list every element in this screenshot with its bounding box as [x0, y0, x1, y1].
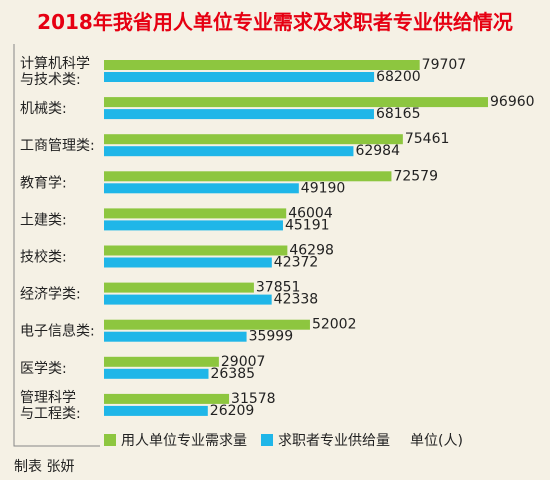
bar-demand: [104, 208, 287, 219]
value-label: 26209: [210, 403, 255, 419]
value-label: 37851: [256, 280, 301, 296]
bar-demand: [104, 245, 288, 256]
value-label: 52002: [312, 317, 357, 333]
bar-supply: [104, 368, 209, 379]
unit-label: 单位(人): [410, 433, 463, 449]
value-label: 46004: [288, 205, 333, 221]
value-label: 49190: [301, 180, 346, 196]
bar-demand: [104, 97, 488, 108]
category-label: 机械类:: [20, 101, 67, 117]
value-label: 35999: [249, 329, 294, 345]
bar-demand: [104, 319, 310, 330]
value-label: 45191: [285, 217, 330, 233]
legend-swatch-supply: [261, 434, 273, 446]
bar-supply: [104, 183, 299, 194]
legend-label-demand: 用人单位专业需求量: [121, 433, 247, 449]
credit-text: 制表 张妍: [14, 459, 75, 475]
bar-supply: [104, 146, 354, 157]
value-label: 68165: [376, 106, 421, 122]
bar-demand: [104, 134, 403, 145]
legend-item-supply: 求职者专业供给量: [261, 430, 390, 450]
chart-title: 2018年我省用人单位专业需求及求职者专业供给情况: [37, 10, 513, 34]
legend: 用人单位专业需求量 求职者专业供给量 单位(人): [104, 431, 463, 449]
bar-supply: [104, 220, 283, 231]
value-label: 68200: [376, 69, 421, 85]
category-label: 工商管理类:: [20, 138, 95, 154]
category-label: 医学类:: [20, 361, 67, 377]
bar-demand: [104, 356, 219, 367]
bar-demand: [104, 171, 392, 182]
bar-demand: [104, 282, 254, 293]
value-label: 75461: [405, 131, 450, 147]
legend-item-demand: 用人单位专业需求量: [104, 430, 247, 450]
value-label: 46298: [289, 243, 334, 259]
category-label: 计算机科学与技术类:: [20, 56, 90, 88]
bar-supply: [104, 72, 375, 82]
value-label: 62984: [355, 143, 400, 159]
value-label: 42338: [274, 292, 319, 308]
category-label: 经济学类:: [20, 287, 81, 303]
value-label: 42372: [274, 255, 319, 271]
legend-swatch-demand: [104, 434, 116, 446]
value-label: 96960: [490, 94, 535, 110]
category-label-line: 管理科学: [20, 390, 76, 406]
bar-demand: [104, 60, 420, 70]
category-label-line: 与工程类:: [20, 406, 81, 422]
category-label: 技校类:: [20, 249, 67, 266]
value-label: 26385: [210, 366, 255, 382]
value-label: 31578: [231, 391, 276, 407]
bar-supply: [104, 257, 272, 268]
bar-supply: [104, 331, 247, 342]
legend-label-supply: 求职者专业供给量: [278, 433, 390, 449]
axis-bracket: [13, 44, 100, 447]
category-label: 管理科学与工程类:: [20, 390, 81, 422]
category-label-line: 与技术类:: [20, 72, 81, 88]
bar-supply: [104, 405, 208, 416]
bar-supply: [104, 109, 374, 120]
category-label: 电子信息类:: [20, 323, 95, 340]
category-label: 教育学:: [20, 175, 67, 191]
category-label-line: 计算机科学: [20, 56, 90, 72]
bar-supply: [104, 294, 272, 305]
category-label: 土建类:: [20, 212, 67, 228]
value-label: 72579: [393, 168, 438, 184]
value-label: 79707: [422, 57, 467, 73]
bar-demand: [104, 393, 230, 404]
value-label: 29007: [221, 354, 266, 370]
